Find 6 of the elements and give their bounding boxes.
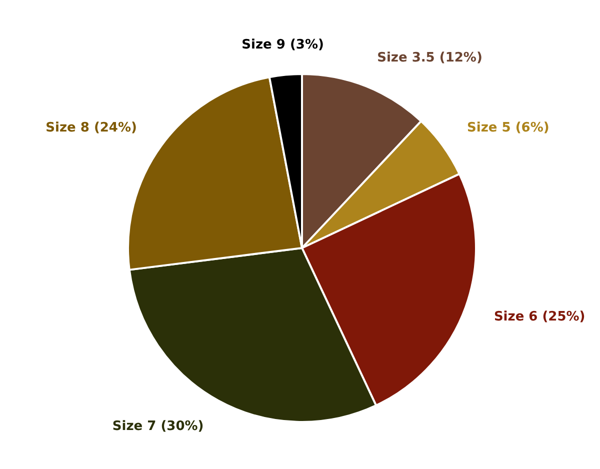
slice-label: Size 3.5 (12%) (377, 50, 482, 66)
slice-label: Size 7 (30%) (112, 419, 204, 434)
slice-label: Size 9 (3%) (242, 37, 324, 52)
slice-label: Size 6 (25%) (494, 309, 586, 324)
slice-label: Size 8 (24%) (46, 120, 137, 136)
slice-label: Size 5 (6%) (467, 120, 550, 136)
